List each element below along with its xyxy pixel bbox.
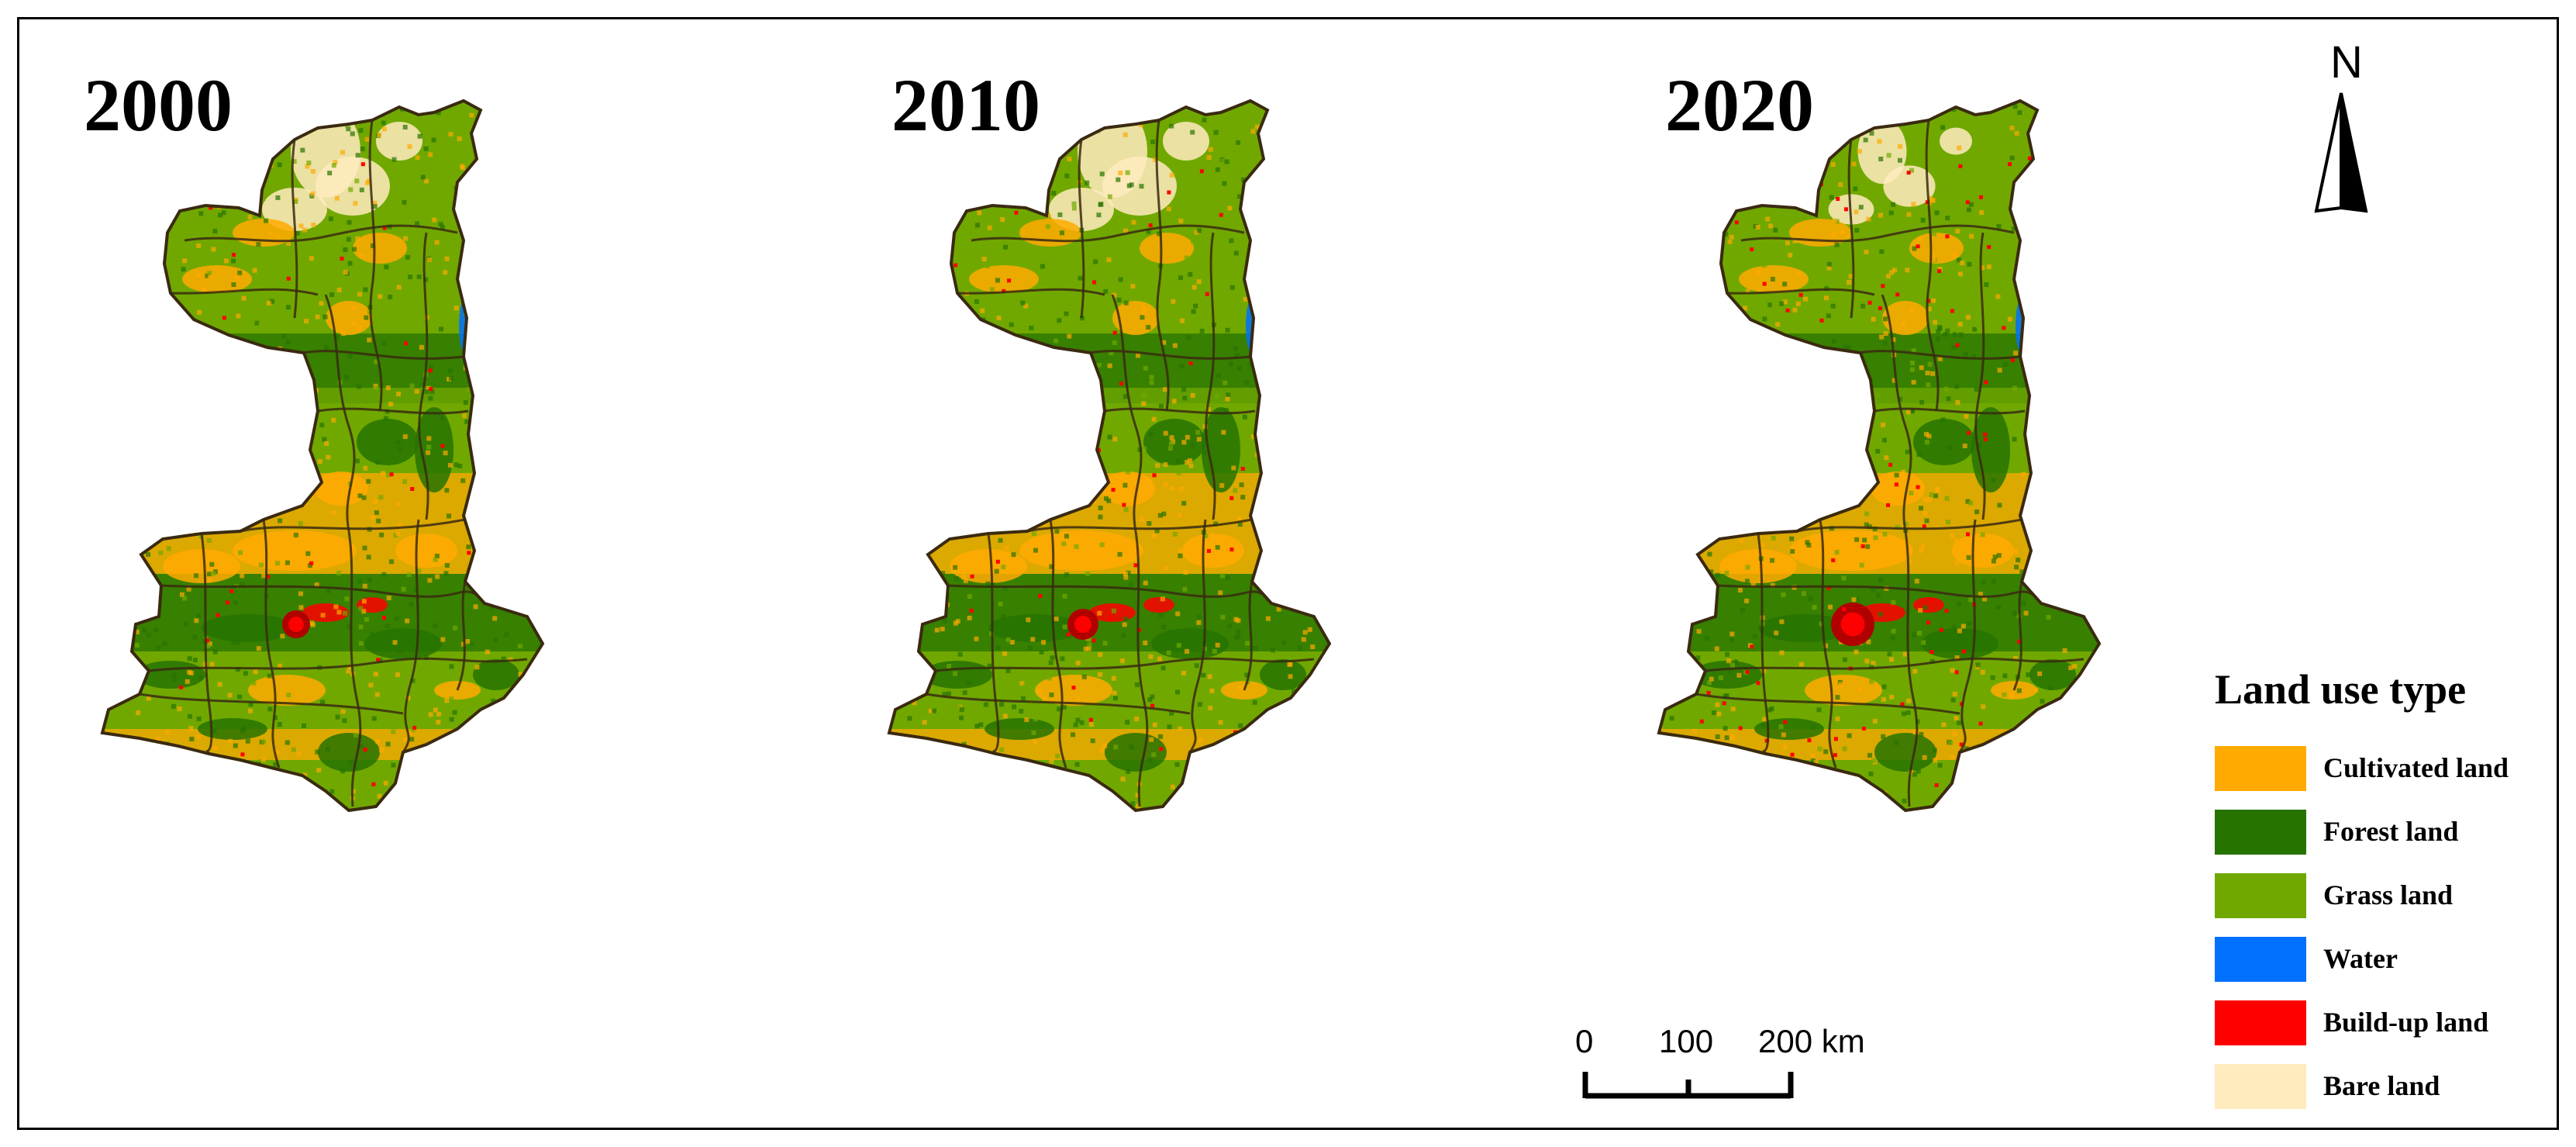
legend-label-grass-land: Grass land xyxy=(2323,879,2454,910)
year-label-2020: 2020 xyxy=(1665,64,1814,147)
scale-bar-label-0: 0 xyxy=(1575,1023,1594,1059)
scale-bar-label-200: 200 km xyxy=(1758,1023,1865,1059)
legend-title: Land use type xyxy=(2215,666,2467,713)
legend-item-forest-land: Forest land xyxy=(2215,810,2556,856)
legend-swatch-build-up-land xyxy=(2215,1000,2306,1045)
year-label-2000: 2000 xyxy=(84,64,233,147)
legend-swatch-bare-land xyxy=(2215,1064,2306,1109)
legend-item-build-up-land: Build-up land xyxy=(2215,1000,2556,1047)
legend-item-bare-land: Bare land xyxy=(2215,1064,2556,1111)
scale-bar xyxy=(1582,1072,1794,1099)
land-use-map-2010 xyxy=(887,98,1332,813)
legend-swatch-cultivated-land xyxy=(2215,746,2306,791)
legend-label-bare-land: Bare land xyxy=(2323,1070,2440,1101)
legend-swatch-water xyxy=(2215,937,2306,982)
legend-item-cultivated-land: Cultivated land xyxy=(2215,746,2556,793)
legend-label-build-up-land: Build-up land xyxy=(2323,1007,2489,1038)
legend-swatch-forest-land xyxy=(2215,810,2306,855)
scale-bar-label-100: 100 xyxy=(1659,1023,1714,1059)
north-arrow-label: N xyxy=(2330,37,2363,88)
north-arrow-icon xyxy=(2314,92,2368,213)
land-use-map-2000 xyxy=(100,98,545,813)
year-label-2010: 2010 xyxy=(891,64,1040,147)
land-use-map-2020 xyxy=(1657,98,2102,813)
legend-label-forest-land: Forest land xyxy=(2323,816,2459,847)
legend-swatch-grass-land xyxy=(2215,873,2306,918)
legend-label-cultivated-land: Cultivated land xyxy=(2323,752,2509,783)
legend-item-water: Water xyxy=(2215,937,2556,983)
legend-label-water: Water xyxy=(2323,943,2398,974)
legend-item-grass-land: Grass land xyxy=(2215,873,2556,920)
